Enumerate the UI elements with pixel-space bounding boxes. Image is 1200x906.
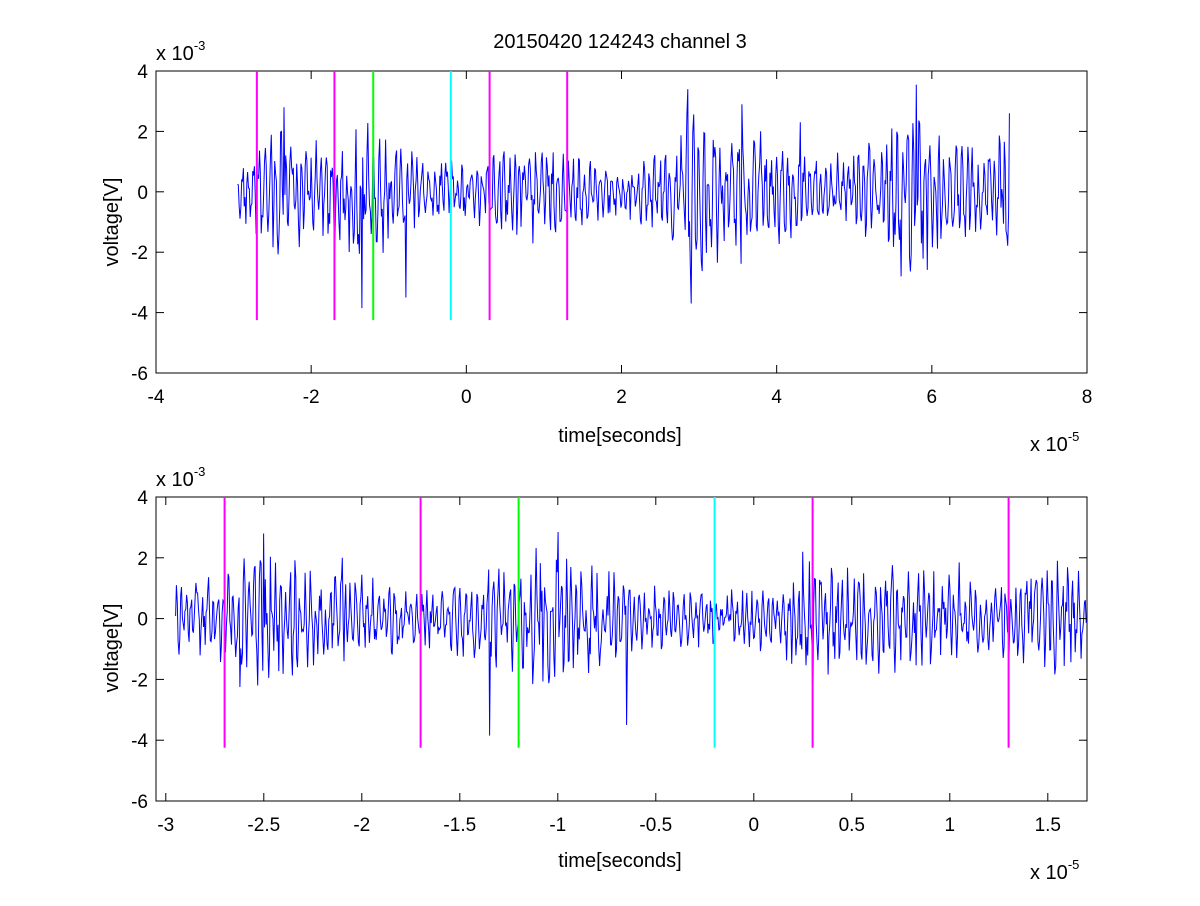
top-y-multiplier: x 10-3 — [156, 38, 205, 65]
bottom-x-tick-label: -2 — [353, 815, 370, 836]
top-x-tick-label: 2 — [616, 387, 627, 408]
bottom-y-tick-label: -2 — [131, 670, 148, 691]
figure-title: 20150420 124243 channel 3 — [493, 31, 747, 53]
bottom-y-tick-label: -4 — [131, 731, 148, 752]
top-x-tick-label: 4 — [771, 387, 782, 408]
bottom-x-axis-title: time[seconds] — [558, 850, 681, 872]
top-y-tick-label: -4 — [131, 304, 148, 325]
bottom-x-tick-label: 1.5 — [1035, 815, 1061, 836]
bottom-y-tick-label: 2 — [137, 549, 148, 570]
bottom-x-multiplier: x 10-5 — [1030, 857, 1079, 884]
bottom-x-tick-label: 0 — [749, 815, 760, 836]
bottom-x-tick-label: -1 — [549, 815, 566, 836]
bottom-x-tick-label: -0.5 — [639, 815, 672, 836]
top-x-tick-label: -4 — [148, 387, 165, 408]
top-y-tick-label: 0 — [137, 183, 148, 204]
bottom-plot-area — [155, 496, 1088, 802]
top-y-tick-label: 4 — [137, 62, 148, 83]
bottom-y-multiplier: x 10-3 — [156, 464, 205, 491]
top-x-tick-label: 0 — [461, 387, 472, 408]
bottom-x-tick-label: 0.5 — [839, 815, 865, 836]
top-x-tick-label: 8 — [1082, 387, 1093, 408]
bottom-y-tick-label: 0 — [137, 610, 148, 631]
bottom-x-tick-label: -3 — [157, 815, 174, 836]
top-y-tick-label: -6 — [131, 364, 148, 385]
bottom-chart: -3 -2.5 -2 -1.5 -1 -0.5 0 0.5 1 1.5 -6 -4 -2 0 2 4 tim… — [101, 464, 1088, 884]
bottom-voltage-trace — [175, 531, 1087, 736]
top-x-tick-label: 6 — [927, 387, 938, 408]
bottom-x-tick-label: 1 — [945, 815, 956, 836]
top-x-tick-label: -2 — [303, 387, 320, 408]
top-voltage-trace — [237, 84, 1010, 309]
top-y-tick-label: -2 — [131, 243, 148, 264]
bottom-y-tick-label: 4 — [137, 488, 148, 509]
bottom-y-tick-label: -6 — [131, 792, 148, 813]
bottom-y-axis-title: voltage[V] — [101, 604, 123, 693]
top-y-tick-label: 2 — [137, 122, 148, 143]
bottom-x-tick-label: -2.5 — [247, 815, 280, 836]
top-x-axis-title: time[seconds] — [558, 425, 681, 447]
top-x-multiplier: x 10-5 — [1030, 429, 1079, 456]
bottom-x-tick-label: -1.5 — [443, 815, 476, 836]
top-y-axis-title: voltage[V] — [101, 178, 123, 267]
